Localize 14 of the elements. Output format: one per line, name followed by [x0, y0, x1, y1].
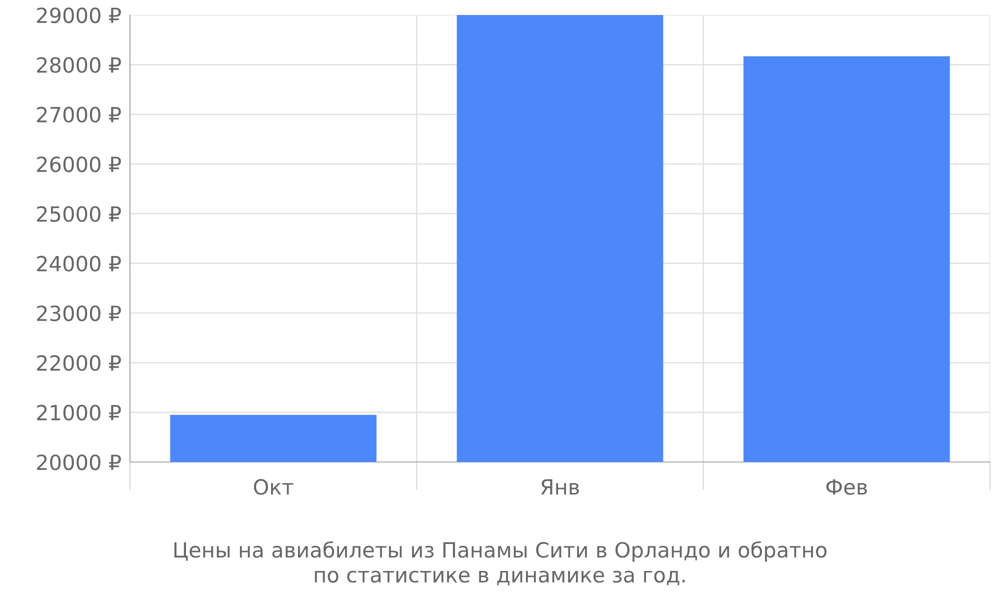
text: Цены на авиабилеты из Панамы Сити в Орландо и обратно по статистике в динамике за год.: [174, 541, 826, 586]
x-tick-label: Окт: [254, 479, 294, 495]
y-tick-label: 23000 ₽: [37, 305, 121, 322]
y-tick-label: 25000 ₽: [37, 206, 121, 222]
y-tick-label: 28000 ₽: [37, 57, 121, 73]
x-tick-label: Фев: [826, 479, 867, 495]
y-tick-label: 26000 ₽: [37, 156, 121, 172]
y-tick-label: 24000 ₽: [37, 256, 121, 272]
x-tick-label: Янв: [541, 479, 579, 494]
y-tick-label: 22000 ₽: [37, 355, 121, 371]
y-tick-label: 21000 ₽: [37, 404, 121, 421]
y-tick-label: 29000 ₽: [37, 7, 121, 24]
y-tick-label: 20000 ₽: [37, 454, 121, 470]
y-tick-label: 27000 ₽: [37, 106, 121, 123]
